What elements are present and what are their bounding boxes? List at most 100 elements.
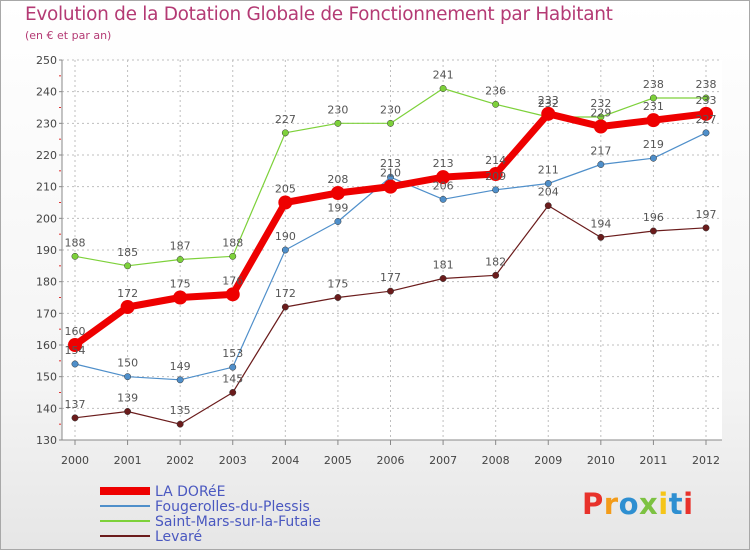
data-label: 213 bbox=[433, 157, 454, 170]
x-tick-label: 2010 bbox=[587, 454, 615, 467]
y-tick-label: 180 bbox=[36, 276, 57, 289]
data-label: 185 bbox=[117, 246, 138, 259]
data-label: 139 bbox=[117, 392, 138, 405]
legend-label: Saint-Mars-sur-la-Futaie bbox=[155, 514, 321, 530]
y-tick-label: 160 bbox=[36, 339, 57, 352]
data-label: 232 bbox=[590, 97, 611, 110]
data-point bbox=[229, 363, 237, 371]
data-label: 209 bbox=[485, 170, 506, 183]
data-point bbox=[649, 154, 657, 162]
data-point bbox=[646, 113, 661, 128]
data-label: 188 bbox=[65, 236, 86, 249]
y-tick-label: 240 bbox=[36, 86, 57, 99]
data-label: 135 bbox=[170, 404, 191, 417]
y-tick-label: 140 bbox=[36, 402, 57, 415]
data-label: 227 bbox=[696, 113, 717, 126]
data-point bbox=[229, 252, 237, 260]
data-label: 160 bbox=[65, 325, 86, 338]
data-label: 236 bbox=[485, 84, 506, 97]
data-point bbox=[71, 252, 79, 260]
data-label: 172 bbox=[275, 287, 296, 300]
data-point bbox=[281, 303, 289, 311]
data-label: 211 bbox=[538, 164, 559, 177]
y-tick-label: 170 bbox=[36, 307, 57, 320]
data-label: 230 bbox=[380, 103, 401, 116]
data-point bbox=[229, 389, 237, 396]
data-label: 241 bbox=[433, 69, 454, 82]
logo-letter: t bbox=[668, 487, 684, 521]
y-tick-label: 220 bbox=[36, 149, 57, 162]
data-label: 238 bbox=[643, 78, 664, 91]
data-label: 231 bbox=[643, 100, 664, 113]
data-point bbox=[439, 195, 447, 203]
series-lines bbox=[68, 85, 713, 428]
data-label: 187 bbox=[170, 240, 191, 253]
data-label: 229 bbox=[590, 107, 611, 120]
data-label: 233 bbox=[538, 94, 559, 107]
data-label: 233 bbox=[696, 94, 717, 107]
data-label: 188 bbox=[222, 236, 243, 249]
data-label: 194 bbox=[590, 217, 611, 230]
data-label: 137 bbox=[65, 398, 86, 411]
data-point bbox=[176, 376, 184, 384]
data-point bbox=[649, 227, 657, 235]
x-tick-label: 2001 bbox=[114, 454, 142, 467]
legend-label: Fougerolles-du-Plessis bbox=[155, 499, 310, 515]
data-label: 177 bbox=[380, 271, 401, 284]
data-point bbox=[124, 408, 132, 415]
y-tick-label: 230 bbox=[36, 117, 57, 130]
data-label: 175 bbox=[327, 278, 348, 291]
data-point bbox=[439, 85, 447, 92]
logo-letter: r bbox=[603, 487, 619, 521]
data-label: 214 bbox=[485, 154, 506, 167]
data-label: 205 bbox=[275, 183, 296, 196]
data-point bbox=[492, 271, 500, 279]
x-tick-label: 2002 bbox=[166, 454, 194, 467]
data-label: 230 bbox=[327, 103, 348, 116]
data-point bbox=[544, 202, 552, 210]
data-label: 153 bbox=[222, 347, 243, 360]
data-label: 217 bbox=[590, 145, 611, 158]
y-tick-label: 210 bbox=[36, 181, 57, 194]
data-point bbox=[387, 287, 394, 295]
data-label: 199 bbox=[327, 202, 348, 215]
proxiti-logo: Proxiti bbox=[582, 487, 694, 521]
data-point bbox=[541, 106, 556, 121]
data-label: 208 bbox=[327, 173, 348, 186]
data-label: 213 bbox=[380, 157, 401, 170]
data-label: 150 bbox=[117, 357, 138, 370]
data-point bbox=[330, 186, 345, 200]
data-label: 206 bbox=[433, 179, 454, 192]
data-point bbox=[436, 170, 451, 185]
data-point bbox=[124, 262, 132, 270]
legend-label: LA DORéE bbox=[155, 484, 226, 500]
axes: 130 140 150 160 170 180 190 200 210 220 230 240 250 2… bbox=[36, 54, 722, 467]
x-tick-label: 2008 bbox=[482, 454, 510, 467]
data-point bbox=[124, 373, 132, 381]
data-label: 175 bbox=[170, 278, 191, 291]
data-point bbox=[492, 100, 500, 108]
data-point bbox=[702, 94, 710, 102]
data-label: 238 bbox=[696, 78, 717, 91]
x-tick-label: 2006 bbox=[377, 454, 405, 467]
data-point bbox=[597, 161, 605, 168]
data-label: 154 bbox=[65, 344, 86, 357]
data-point bbox=[176, 256, 184, 263]
data-label: 196 bbox=[643, 211, 664, 224]
data-point bbox=[225, 287, 240, 302]
legend: LA DORéEFougerolles-du-PlessisSaint-Mars… bbox=[100, 484, 321, 545]
data-label: 182 bbox=[485, 255, 506, 268]
data-point bbox=[699, 106, 713, 121]
x-tick-label: 2009 bbox=[534, 454, 562, 467]
data-point bbox=[387, 119, 394, 127]
x-tick-label: 2007 bbox=[429, 454, 457, 467]
x-tick-label: 2000 bbox=[61, 454, 89, 467]
x-tick-label: 2005 bbox=[324, 454, 352, 467]
logo-letter: i bbox=[658, 487, 669, 521]
data-point bbox=[439, 275, 447, 282]
grid-lines bbox=[62, 59, 722, 441]
data-point bbox=[71, 360, 79, 368]
data-label: 210 bbox=[380, 167, 401, 180]
